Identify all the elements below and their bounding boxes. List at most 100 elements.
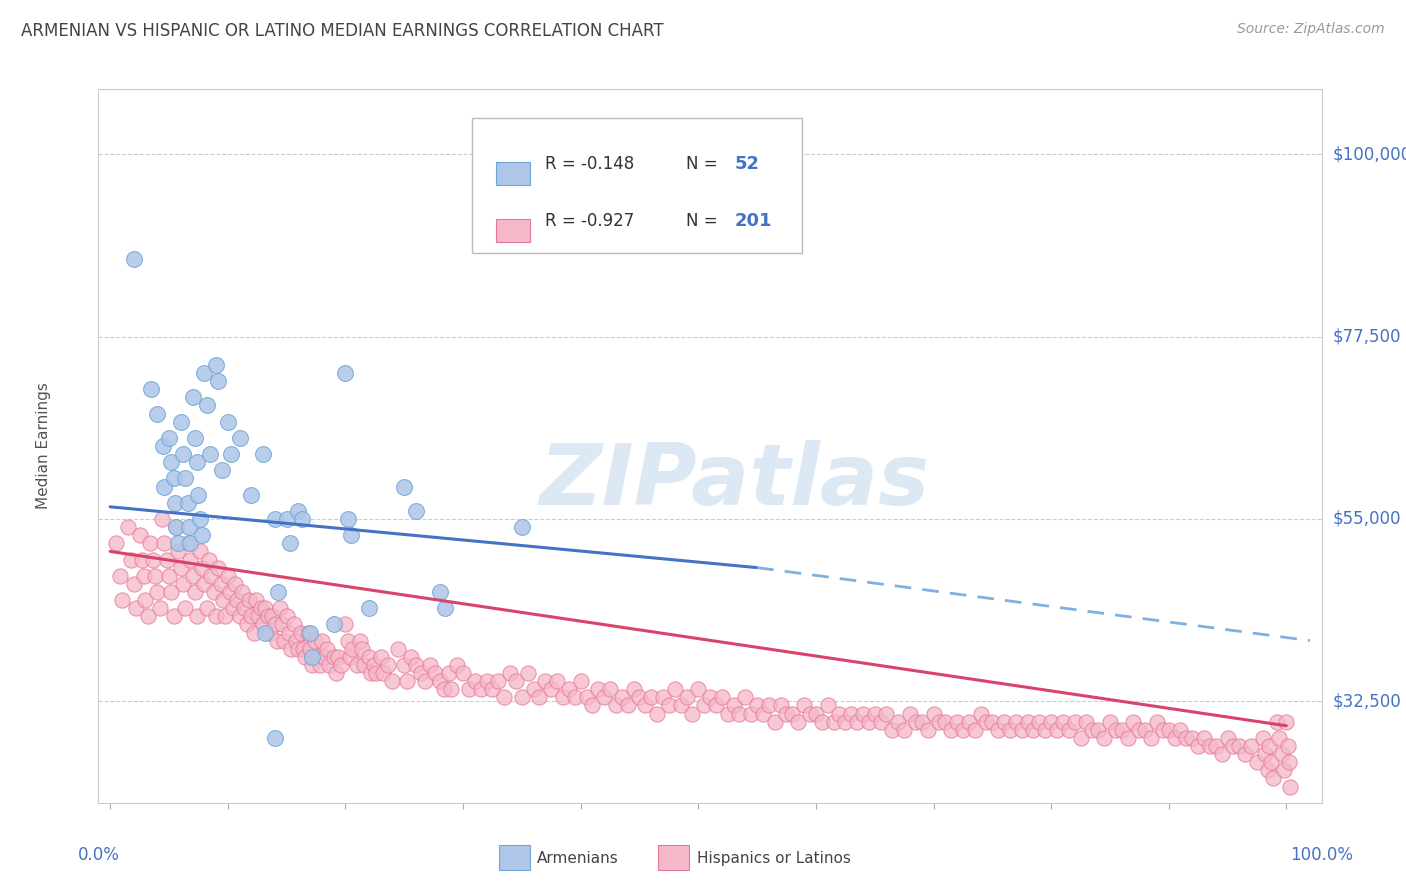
Text: N =: N = (686, 155, 717, 173)
Point (240, 609, 263, 624)
Point (304, 633, 326, 648)
Point (799, 706, 821, 721)
Point (510, 520, 533, 534)
Point (510, 690, 533, 705)
Point (546, 674, 568, 689)
Point (998, 723, 1021, 737)
FancyBboxPatch shape (496, 219, 530, 243)
Point (191, 528, 214, 542)
Text: ZIPatlas: ZIPatlas (540, 440, 929, 524)
Point (335, 617, 357, 632)
Point (392, 657, 416, 672)
Point (139, 536, 162, 550)
Point (211, 463, 233, 477)
Point (723, 698, 745, 713)
Point (157, 568, 180, 582)
Point (1222, 739, 1244, 753)
Point (150, 512, 173, 526)
Point (172, 447, 194, 461)
Point (440, 682, 463, 697)
Point (228, 609, 250, 624)
Point (308, 657, 330, 672)
Point (221, 447, 243, 461)
Text: $32,500: $32,500 (1333, 692, 1402, 710)
Point (328, 649, 350, 664)
Point (191, 560, 214, 574)
Point (350, 641, 373, 656)
Point (1275, 714, 1298, 729)
Point (1040, 714, 1063, 729)
Point (105, 536, 128, 550)
Point (470, 682, 492, 697)
Point (669, 698, 692, 713)
Point (499, 666, 522, 681)
Point (224, 577, 246, 591)
Point (1227, 739, 1250, 753)
Point (193, 577, 215, 591)
Point (177, 536, 200, 550)
Point (429, 585, 451, 599)
Point (195, 399, 218, 413)
Point (254, 601, 277, 615)
Point (291, 512, 314, 526)
Point (446, 657, 468, 672)
Point (360, 666, 382, 681)
Point (207, 560, 229, 574)
Point (187, 488, 209, 502)
Point (846, 714, 869, 729)
Point (152, 439, 174, 453)
Point (170, 560, 193, 574)
Point (247, 609, 270, 624)
Point (245, 593, 267, 607)
Point (523, 682, 546, 697)
Point (117, 520, 139, 534)
Point (1175, 731, 1198, 745)
Point (278, 625, 301, 640)
Point (451, 666, 474, 681)
Text: N =: N = (686, 211, 717, 230)
Point (198, 447, 221, 461)
Point (174, 471, 197, 485)
Point (322, 617, 344, 632)
Point (917, 723, 939, 737)
Point (1140, 731, 1163, 745)
Point (195, 601, 218, 615)
Point (993, 714, 1015, 729)
Point (688, 682, 710, 697)
Point (1105, 723, 1128, 737)
Point (652, 690, 675, 705)
Text: R = -0.148: R = -0.148 (546, 155, 634, 173)
Point (1170, 723, 1192, 737)
Point (364, 666, 387, 681)
Point (1263, 772, 1285, 786)
Point (475, 674, 498, 689)
Point (828, 706, 851, 721)
Text: R = -0.927: R = -0.927 (546, 211, 634, 230)
Point (599, 682, 621, 697)
Text: $77,500: $77,500 (1333, 327, 1402, 345)
Point (1163, 731, 1185, 745)
Point (186, 455, 208, 469)
Point (704, 698, 727, 713)
Point (205, 358, 228, 372)
Point (922, 706, 945, 721)
Point (278, 536, 301, 550)
Point (793, 698, 815, 713)
Point (634, 698, 657, 713)
Point (209, 577, 232, 591)
Point (593, 690, 616, 705)
Point (287, 504, 309, 518)
Point (1070, 731, 1092, 745)
Point (329, 657, 352, 672)
Point (167, 536, 190, 550)
Point (290, 625, 312, 640)
Point (481, 682, 503, 697)
Point (342, 641, 364, 656)
Point (273, 633, 295, 648)
Point (205, 609, 228, 624)
Text: $100,000: $100,000 (1333, 145, 1406, 163)
Point (952, 723, 974, 737)
Point (928, 714, 950, 729)
Point (297, 625, 319, 640)
Point (1257, 764, 1279, 778)
